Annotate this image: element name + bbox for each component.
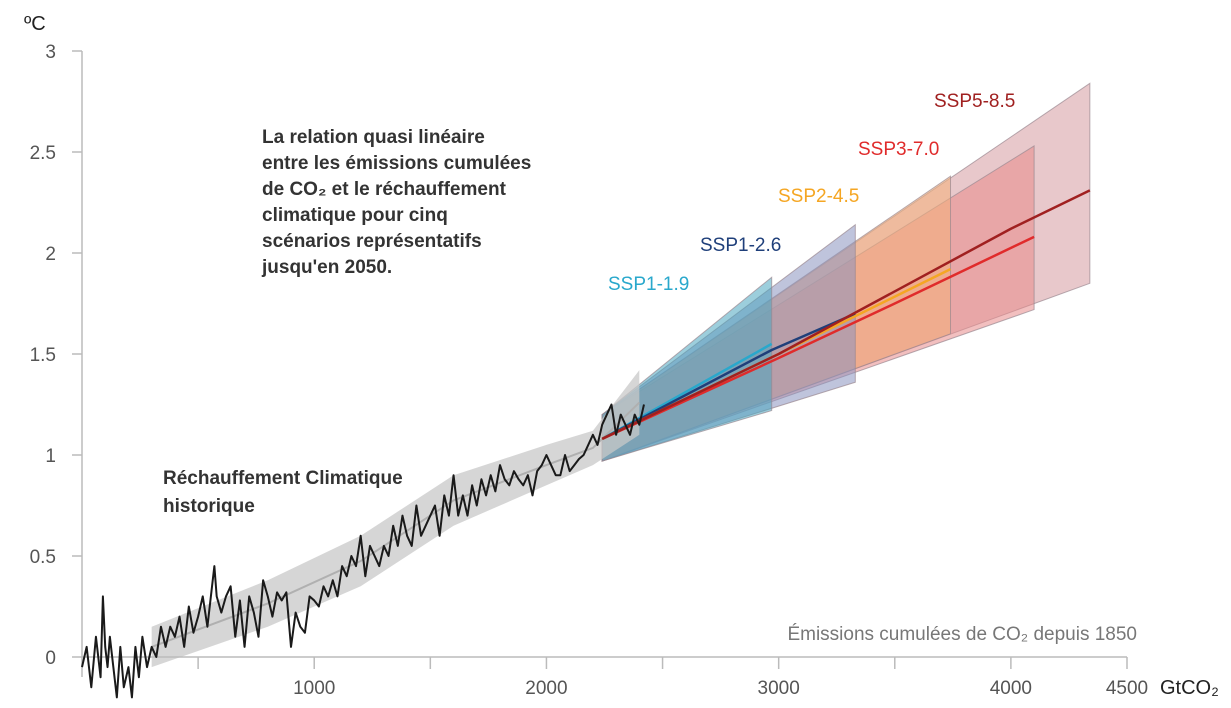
historical-band	[151, 370, 641, 668]
annotation-line-4: climatique pour cinq	[262, 205, 448, 226]
x-tick-label: 1000	[293, 678, 335, 699]
chart-annotation: La relation quasi linéaire entre les émi…	[261, 127, 531, 278]
historical-label-line-1: Réchauffement Climatique	[163, 468, 403, 489]
line-ssp5-8-5	[601, 189, 1091, 440]
x-tick-label: 4000	[990, 678, 1032, 699]
annotation-line-5: scénarios représentatifs	[262, 231, 482, 252]
y-tick-label: 0	[45, 648, 56, 669]
y-unit-label: ºC	[24, 13, 46, 35]
y-tick-label: 0.5	[30, 547, 56, 568]
y-tick-label: 1	[45, 446, 56, 467]
x-tick-label: 3000	[758, 678, 800, 699]
y-tick-label: 3	[45, 42, 56, 63]
annotation-line-1: La relation quasi linéaire	[262, 127, 485, 148]
scenario-lines	[601, 189, 1091, 440]
historical-uncertainty-band	[151, 370, 640, 668]
historical-warming-line	[81, 403, 645, 699]
annotation-line-2: entre les émissions cumulées	[262, 153, 531, 174]
x-unit-label: GtCO₂	[1160, 677, 1219, 699]
scenario-bands	[601, 82, 1091, 462]
label-ssp1-2-6: SSP1-2.6	[700, 235, 781, 256]
annotation-line-3: de CO₂ et le réchauffement	[262, 179, 507, 200]
x-tick-label: 2000	[525, 678, 567, 699]
label-ssp2-4-5: SSP2-4.5	[778, 186, 859, 207]
historical-label-line-2: historique	[163, 496, 255, 517]
x-axis-label: Émissions cumulées de CO₂ depuis 1850	[787, 624, 1137, 645]
historical-label: Réchauffement Climatique historique	[163, 468, 403, 517]
x-tick-label: 4500	[1106, 678, 1148, 699]
x-ticks: 1000 2000 3000 4000 4500	[197, 657, 1148, 699]
annotation-line-6: jusqu'en 2050.	[261, 257, 392, 278]
y-tick-label: 2	[45, 244, 56, 265]
label-ssp5-8-5: SSP5-8.5	[934, 91, 1015, 112]
historical-line	[81, 403, 645, 699]
line-ssp1-2-6	[601, 312, 856, 440]
historical-central-line	[151, 401, 641, 648]
axes	[81, 51, 1127, 677]
y-tick-label: 1.5	[30, 345, 56, 366]
line-ssp3-7-0	[601, 235, 1035, 440]
y-ticks: 0 0.5 1 1.5 2 2.5 3	[30, 42, 82, 669]
scenario-labels: SSP5-8.5 SSP3-7.0 SSP2-4.5 SSP1-2.6 SSP1…	[608, 91, 1015, 295]
label-ssp3-7-0: SSP3-7.0	[858, 139, 939, 160]
label-ssp1-1-9: SSP1-1.9	[608, 274, 689, 295]
y-tick-label: 2.5	[30, 143, 56, 164]
